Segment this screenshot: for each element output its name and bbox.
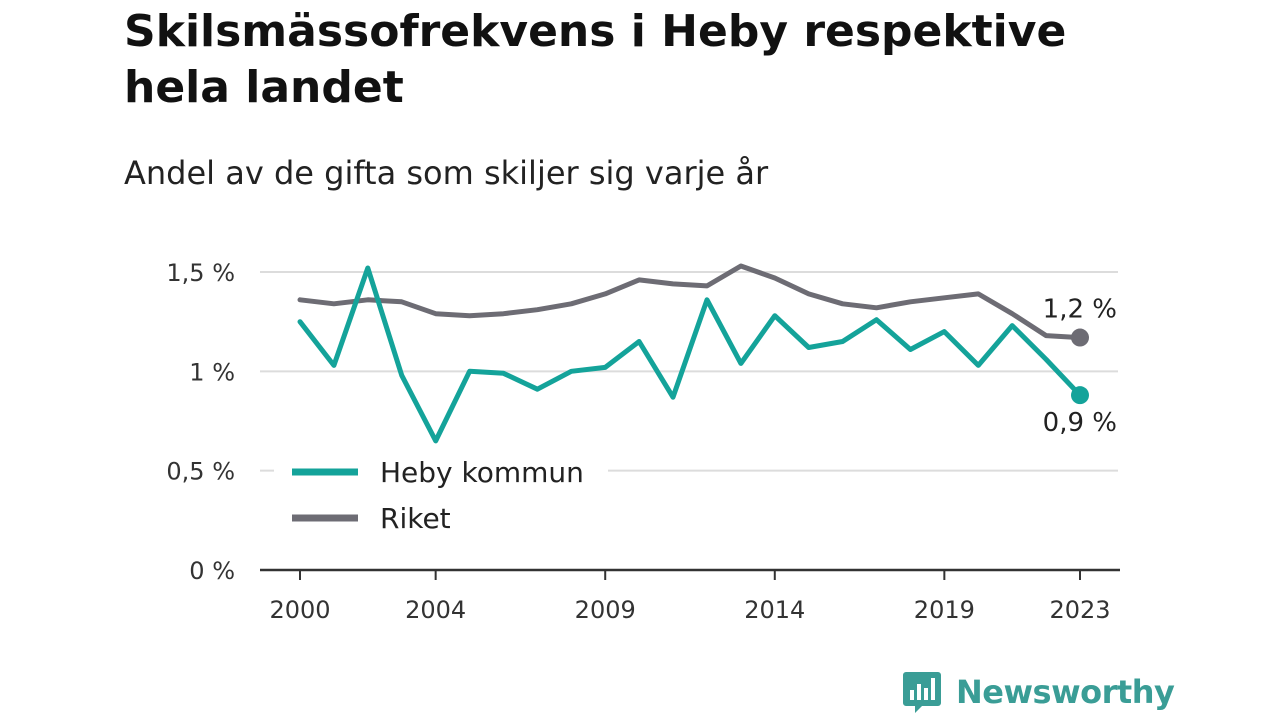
y-tick-label: 0,5 % [166, 458, 235, 486]
x-tick-label: 2009 [575, 596, 636, 624]
legend-background [274, 446, 608, 542]
legend: Heby kommun Riket [274, 446, 608, 542]
x-tick-label: 2014 [744, 596, 805, 624]
chart-title: Skilsmässofrekvens i Heby respektive hel… [124, 6, 1067, 113]
legend-label: Heby kommun [380, 456, 584, 489]
end-value-label: 1,2 % [1043, 295, 1117, 325]
x-axis: 2000 2004 2009 2014 2019 2023 [260, 568, 1120, 624]
series-line [297, 263, 1083, 341]
y-axis-ticks: 0 % 0,5 % 1 % 1,5 % [166, 259, 235, 585]
x-tick-label: 2023 [1049, 596, 1110, 624]
y-tick-label: 1,5 % [166, 259, 235, 287]
series-line [297, 265, 1083, 444]
end-labels: 0,9 % 1,2 % [1043, 295, 1117, 439]
y-tick-label: 0 % [189, 557, 235, 585]
x-tick-label: 2019 [914, 596, 975, 624]
end-point [1071, 386, 1089, 405]
chart-subtitle: Andel av de gifta som skiljer sig varje … [124, 154, 769, 192]
end-value-label: 0,9 % [1043, 408, 1117, 438]
end-point [1071, 328, 1089, 347]
line-chart: 0 % 0,5 % 1 % 1,5 % 2000 2004 2009 2014 2019 202… [166, 259, 1120, 624]
legend-label: Riket [380, 502, 451, 535]
brand-logo: Newsworthy [902, 668, 1175, 716]
bar-chart-speech-bubble-icon [903, 672, 941, 713]
brand-name: Newsworthy [956, 673, 1175, 711]
x-tick-label: 2000 [269, 596, 330, 624]
y-tick-label: 1 % [189, 358, 235, 386]
x-tick-label: 2004 [405, 596, 466, 624]
series-lines [297, 263, 1083, 444]
